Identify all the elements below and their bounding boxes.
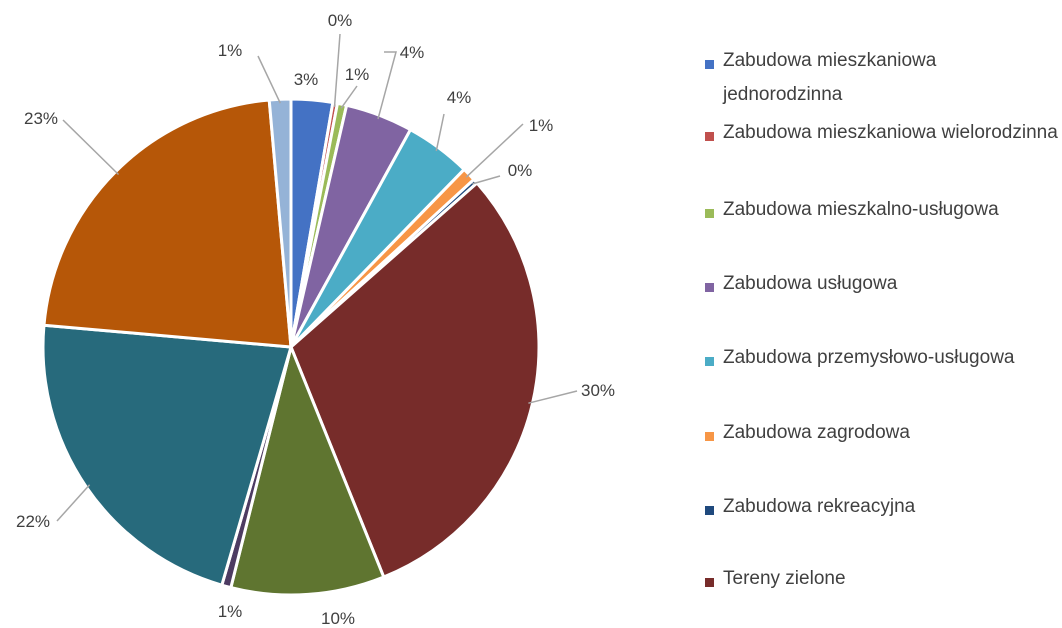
legend-swatch xyxy=(705,578,714,587)
legend-swatch xyxy=(705,60,714,69)
legend-label: Zabudowa zagrodowa xyxy=(723,422,910,443)
legend-item: Zabudowa usługowa xyxy=(705,273,1058,301)
leader-line xyxy=(333,33,341,107)
legend-swatch xyxy=(705,357,714,366)
leader-line xyxy=(257,55,281,104)
legend-item: Zabudowa mieszkaniowa wielorodzinna xyxy=(705,122,1058,150)
pie-slice xyxy=(289,181,541,579)
legend-swatch xyxy=(705,432,714,441)
legend-label: Zabudowa mieszkalno-usługowa xyxy=(723,199,999,220)
legend-label: Zabudowa usługowa xyxy=(723,273,898,294)
pie-chart: 3% 0% 1% 4% 4% 1% 0% 30% 10% 1% 22% 23% 1% xyxy=(16,11,615,628)
data-label: 1% xyxy=(345,65,370,84)
leader-line xyxy=(340,85,358,109)
legend-item: Zabudowa zagrodowa xyxy=(705,422,1058,450)
data-label: 4% xyxy=(400,43,425,62)
legend-label: Zabudowa przemysłowo-usługowa xyxy=(723,347,1015,368)
data-label: 1% xyxy=(218,41,243,60)
leader-lines xyxy=(56,33,578,522)
data-label: 1% xyxy=(218,602,243,621)
legend-swatch xyxy=(705,283,714,292)
pie-slice xyxy=(41,323,293,587)
data-label: 30% xyxy=(581,381,615,400)
data-label: 22% xyxy=(16,512,50,531)
legend-item: Zabudowa mieszkalno-usługowa xyxy=(705,199,1058,227)
leader-line xyxy=(435,113,445,152)
legend-item: Tereny zielone xyxy=(705,568,1058,596)
pie-slices xyxy=(41,97,541,597)
legend: Zabudowa mieszkaniowa jednorodzinna Zabu… xyxy=(705,0,1062,628)
data-label: 10% xyxy=(321,609,355,628)
legend-swatch xyxy=(705,209,714,218)
leader-line xyxy=(528,390,578,404)
legend-label: Zabudowa mieszkaniowa jednorodzinna xyxy=(723,50,937,105)
data-label: 0% xyxy=(508,161,533,180)
legend-label: Zabudowa mieszkaniowa wielorodzinna xyxy=(723,122,1058,143)
data-label: 3% xyxy=(294,70,319,89)
leader-line xyxy=(472,175,501,185)
leader-line xyxy=(62,119,120,176)
legend-label: Zabudowa rekreacyjna xyxy=(723,496,916,517)
data-label: 23% xyxy=(24,109,58,128)
leader-line xyxy=(465,123,524,178)
data-label: 4% xyxy=(447,88,472,107)
leader-line xyxy=(377,51,397,120)
pie-slice xyxy=(267,97,293,349)
legend-label: Tereny zielone xyxy=(723,568,846,589)
leader-line xyxy=(56,484,91,522)
legend-item: Zabudowa przemysłowo-usługowa xyxy=(705,347,1058,375)
data-label: 1% xyxy=(529,116,554,135)
data-label: 0% xyxy=(328,11,353,30)
pie-slice xyxy=(229,345,386,597)
legend-swatch xyxy=(705,506,714,515)
legend-swatch xyxy=(705,132,714,141)
legend-item: Zabudowa mieszkaniowa jednorodzinna xyxy=(705,50,1058,112)
legend-item: Zabudowa rekreacyjna xyxy=(705,496,1058,524)
data-labels: 3% 0% 1% 4% 4% 1% 0% 30% 10% 1% 22% 23% 1% xyxy=(16,11,615,628)
